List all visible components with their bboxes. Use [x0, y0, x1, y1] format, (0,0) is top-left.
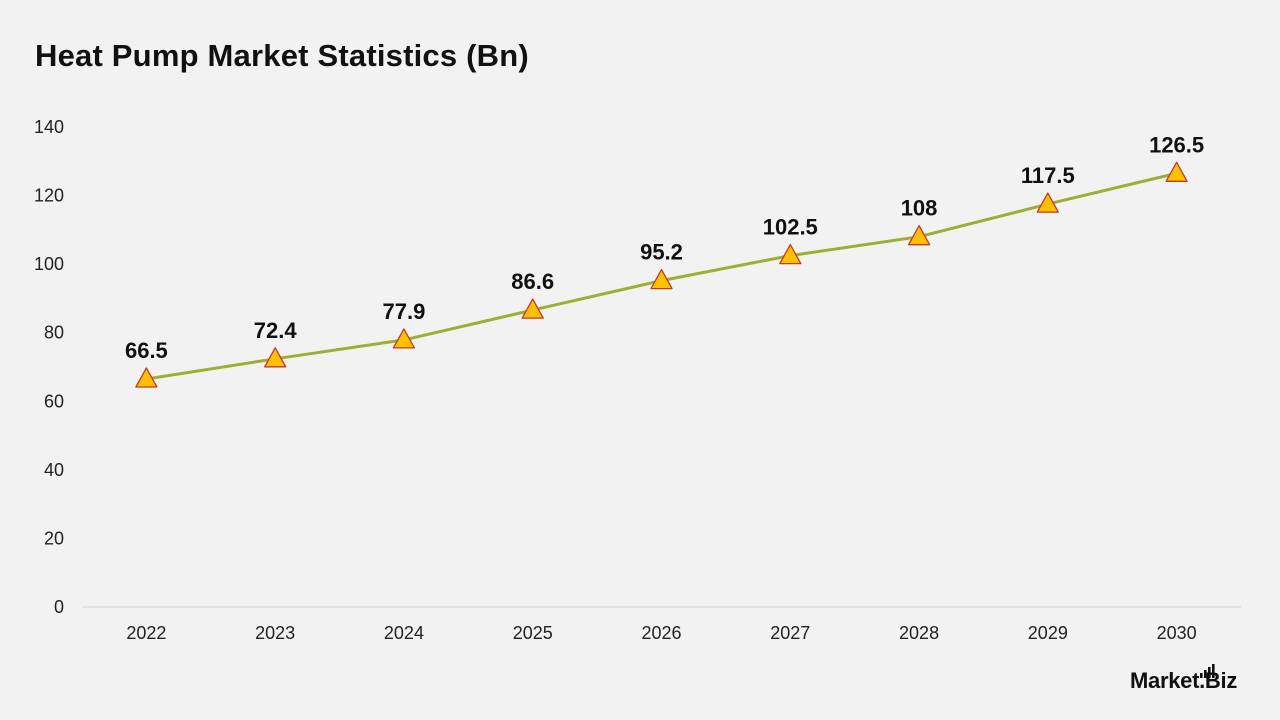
- data-label: 108: [901, 196, 938, 221]
- data-label: 77.9: [383, 299, 426, 324]
- data-label: 66.5: [125, 338, 168, 363]
- marker-layer: [135, 161, 1188, 388]
- brand-logo: Market.Biz: [1130, 664, 1238, 694]
- y-tick-label: 100: [34, 254, 64, 274]
- y-tick-label: 140: [34, 117, 64, 137]
- y-tick-label: 40: [44, 460, 64, 480]
- y-tick-label: 0: [54, 597, 64, 617]
- y-tick-label: 120: [34, 186, 64, 206]
- data-point-marker: [521, 298, 544, 319]
- y-tick-label: 80: [44, 323, 64, 343]
- data-label: 126.5: [1149, 132, 1204, 157]
- data-point-marker: [1165, 161, 1188, 182]
- y-tick-label: 60: [44, 391, 64, 411]
- data-point-marker: [1036, 192, 1059, 213]
- y-axis: 0 20 40 60 80 100 120 140: [34, 117, 64, 617]
- data-label: 86.6: [511, 269, 554, 294]
- data-label: 117.5: [1021, 163, 1075, 188]
- x-tick-label: 2026: [641, 623, 681, 643]
- data-point-marker: [392, 328, 416, 349]
- x-tick-label: 2025: [513, 623, 553, 643]
- data-label: 72.4: [254, 318, 298, 343]
- chart-title: Heat Pump Market Statistics (Bn): [35, 38, 529, 73]
- x-tick-label: 2024: [384, 623, 424, 643]
- y-tick-label: 20: [44, 528, 64, 548]
- x-tick-label: 2023: [255, 623, 295, 643]
- data-label-layer: 66.5 72.4 77.9 86.6 95.2 102.5 108 117.5 126.5: [125, 132, 1204, 363]
- data-label: 102.5: [763, 215, 818, 240]
- bar-chart-icon: [1200, 664, 1215, 678]
- x-tick-label: 2027: [770, 623, 810, 643]
- data-label: 95.2: [640, 240, 683, 265]
- data-point-marker: [264, 347, 287, 368]
- data-point-marker: [779, 243, 802, 265]
- data-point-marker: [135, 367, 158, 388]
- x-tick-label: 2022: [126, 623, 166, 643]
- data-point-marker: [650, 268, 673, 290]
- brand-logo-text: Market.Biz: [1130, 668, 1238, 693]
- x-tick-label: 2028: [899, 623, 939, 643]
- x-tick-label: 2030: [1157, 623, 1197, 643]
- data-point-marker: [907, 225, 931, 246]
- x-axis: 2022 2023 2024 2025 2026 2027 2028 2029 2030: [126, 623, 1196, 643]
- x-tick-label: 2029: [1028, 623, 1068, 643]
